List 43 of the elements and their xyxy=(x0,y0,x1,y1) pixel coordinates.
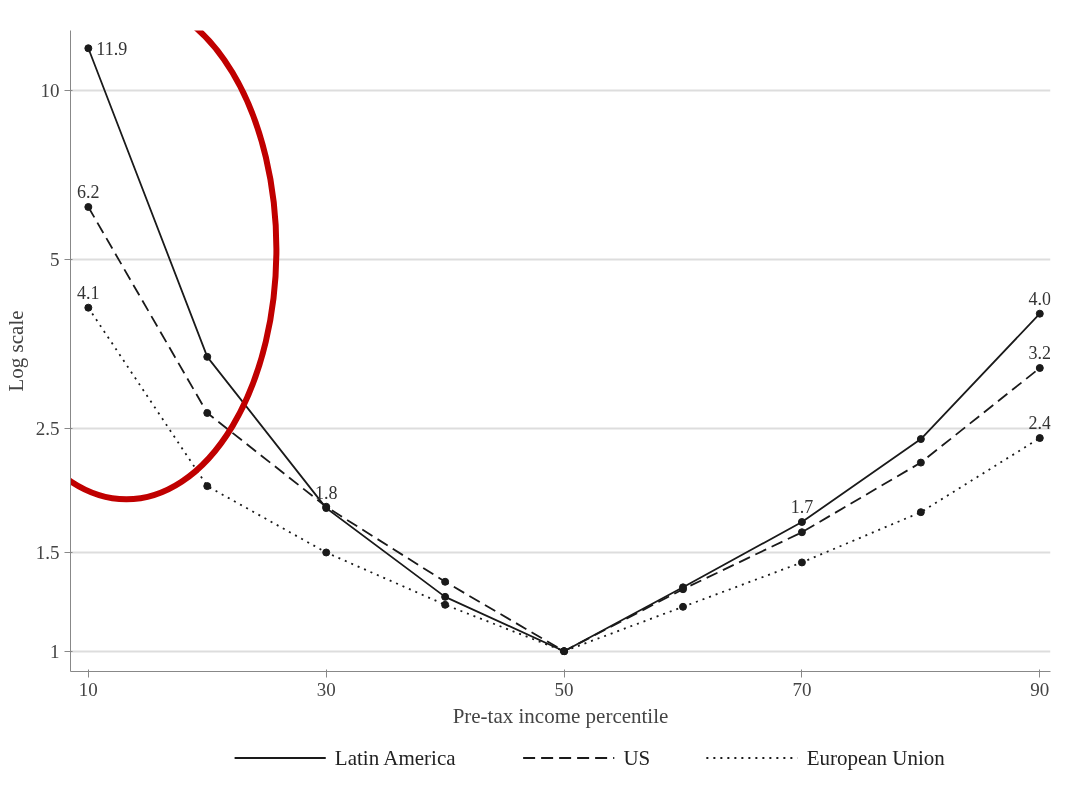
point xyxy=(84,303,93,312)
x-tick-label: 90 xyxy=(1030,678,1050,700)
x-tick-label: 70 xyxy=(792,678,812,700)
point xyxy=(441,592,450,601)
data-label: 1.8 xyxy=(314,483,338,504)
point xyxy=(916,435,925,444)
point xyxy=(441,577,450,586)
point xyxy=(322,548,331,557)
x-axis-title: Pre-tax income percentile xyxy=(452,703,669,728)
data-label: 4.0 xyxy=(1028,288,1052,309)
point xyxy=(1035,309,1044,318)
data-label: 11.9 xyxy=(96,38,128,59)
y-tick-label: 1 xyxy=(50,640,60,662)
point xyxy=(679,602,687,611)
data-label: 6.2 xyxy=(77,181,100,202)
point xyxy=(916,508,925,517)
y-tick-label: 1.5 xyxy=(35,541,60,563)
data-label: 4.1 xyxy=(77,282,100,303)
point xyxy=(916,458,925,467)
data-label: 1.7 xyxy=(790,497,814,518)
x-tick-label: 50 xyxy=(554,678,574,700)
point xyxy=(797,528,806,537)
data-label: 2.4 xyxy=(1028,413,1052,434)
y-tick-label: 2.5 xyxy=(35,417,60,439)
data-label: 3.2 xyxy=(1028,343,1052,364)
point xyxy=(84,44,93,53)
legend-label: Latin America xyxy=(334,746,457,770)
legend-label: European Union xyxy=(806,746,946,770)
point xyxy=(203,409,212,417)
point xyxy=(203,352,212,361)
point xyxy=(441,600,450,609)
x-tick-label: 30 xyxy=(316,678,336,700)
legend-label: US xyxy=(623,746,651,770)
y-tick-label: 10 xyxy=(40,80,60,102)
point xyxy=(797,518,806,526)
point xyxy=(797,558,806,567)
y-tick-label: 5 xyxy=(50,248,60,270)
point xyxy=(203,482,212,491)
x-tick-label: 10 xyxy=(78,678,98,700)
y-axis-title: Log scale xyxy=(3,310,28,392)
point xyxy=(84,202,93,211)
point xyxy=(1035,434,1044,443)
point xyxy=(1035,364,1044,373)
